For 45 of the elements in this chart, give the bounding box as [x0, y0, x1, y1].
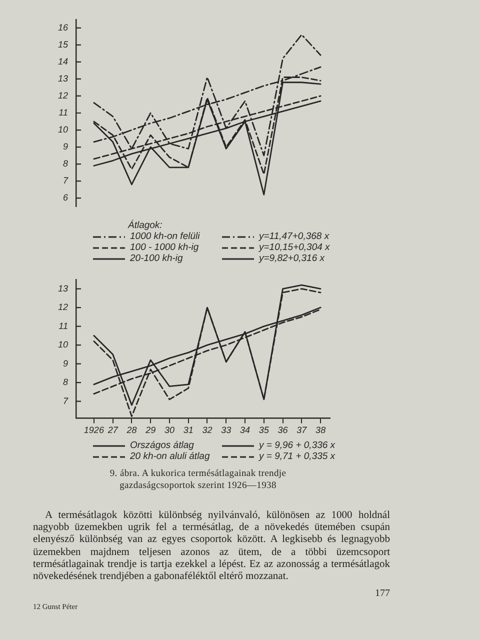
x-tick-label: 30	[164, 425, 174, 436]
y-tick-label: 6	[62, 192, 68, 203]
y-tick-label: 8	[62, 158, 68, 169]
y-tick-label: 15	[58, 39, 69, 50]
legend-label: y=9,82+0,316 x	[259, 253, 324, 264]
legend-label: y = 9,71 + 0,335 x	[259, 451, 336, 462]
x-tick-label: 35	[258, 425, 270, 436]
legend-label: 20 kh-on aluli átlag	[130, 451, 210, 462]
x-tick-label: 29	[144, 425, 156, 436]
y-tick-label: 7	[62, 176, 69, 186]
x-tick-label: 33	[221, 425, 232, 436]
legend-label: y = 9,96 + 0,336 x	[259, 440, 336, 451]
x-tick-label: 38	[316, 425, 326, 436]
x-tick-label: 31	[183, 425, 194, 436]
y-tick-label: 12	[58, 302, 68, 312]
x-tick-label: 36	[278, 425, 288, 436]
y-tick-label: 9	[62, 358, 68, 368]
x-tick-label: 27	[106, 425, 119, 436]
y-tick-label: 13	[58, 73, 68, 84]
x-tick-label: 32	[202, 425, 212, 436]
y-tick-label: 12	[58, 90, 68, 100]
legend-label: y=10,15+0,304 x	[259, 242, 330, 253]
x-tick-label: 1926	[84, 425, 104, 436]
y-tick-label: 9	[62, 142, 68, 152]
y-tick-label: 13	[58, 283, 68, 294]
legend-label: y=11,47+0,368 x	[259, 231, 330, 242]
text: 177	[375, 588, 390, 599]
legend-title: Átlagok:	[128, 220, 164, 231]
y-tick-label: 8	[62, 377, 68, 388]
y-tick-label: 11	[58, 108, 68, 118]
y-tick-label: 11	[58, 320, 68, 331]
legend-label: 20-100 kh-ig	[130, 253, 183, 264]
legend-label: 1000 kh-on felüli	[130, 231, 200, 242]
y-tick-label: 16	[58, 22, 68, 32]
legend-label: Országos átlag	[130, 440, 194, 451]
text: 9. ábra. A kukorica termésátlagainak trendje gazdaságcsoportok szerint 1926—1938	[108, 469, 288, 492]
y-tick-label: 14	[58, 56, 68, 66]
x-tick-label: 34	[240, 425, 250, 436]
y-tick-label: 10	[58, 124, 68, 135]
x-tick-label: 37	[296, 425, 308, 436]
legend-label: 100 - 1000 kh-ig	[130, 242, 199, 253]
text: A termésátlagok közötti különbség nyilvánvaló, különösen az 1000 holdnál nagyobb üzemekben ugrik fel a termésátlag, de a növekedés ütemében csupán elenyésző különbség van az egyes csoportok között. A legkisebb és legnagyobb üzemekben majdnem teljesen azonos az ütem, de a többi üzemcsoport termésátlagainak trendje is tartja ezekkel a lépést. Ez az azonosság a termésátlagok növekedésének trendjében a gabonaféléktől eltérő mozzanat.	[33, 510, 390, 584]
y-tick-label: 7	[62, 396, 69, 406]
y-tick-label: 10	[58, 340, 68, 350]
x-tick-label: 28	[126, 425, 137, 436]
